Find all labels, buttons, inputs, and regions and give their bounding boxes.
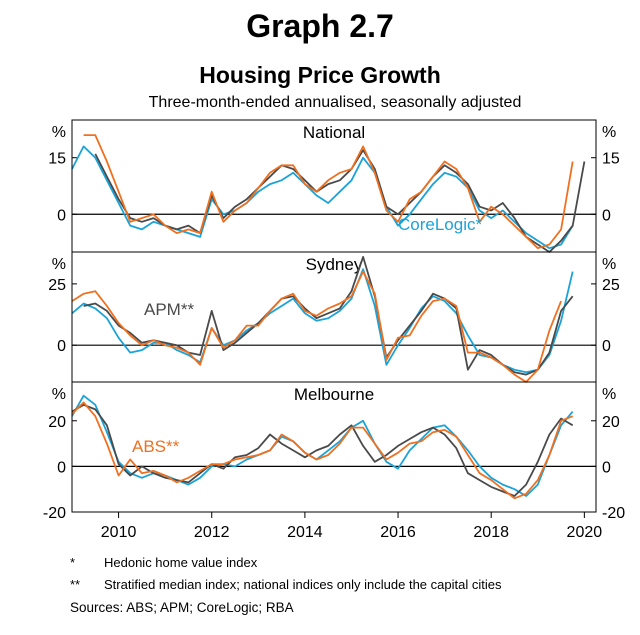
- panel-title: Sydney: [306, 255, 363, 274]
- series-label-abs: ABS**: [132, 437, 180, 456]
- y-tick-label-right: 0: [602, 338, 611, 355]
- sources-note: Sources: ABS; APM; CoreLogic; RBA: [70, 600, 294, 615]
- panel-title: Melbourne: [294, 385, 374, 404]
- footnote-mark: *: [70, 555, 76, 570]
- y-tick-label-left: -20: [43, 505, 66, 522]
- y-tick-label-right: -20: [602, 505, 625, 522]
- y-tick-label-left: 0: [57, 207, 66, 224]
- chart-title: Housing Price Growth: [199, 62, 441, 88]
- series-line-corelogic: [71, 145, 574, 250]
- y-tick-label-left: 20: [48, 414, 66, 431]
- x-tick-label: 2012: [194, 524, 230, 541]
- unit-label-right: %: [602, 256, 616, 273]
- y-tick-label-right: 15: [602, 151, 620, 168]
- chart-subtitle: Three-month-ended annualised, seasonally…: [148, 94, 522, 111]
- graph-label: Graph 2.7: [246, 8, 394, 44]
- series-label-corelogic: CoreLogic*: [398, 215, 482, 234]
- plot-frame: [71, 119, 597, 513]
- chart-area: 15 15 0 0% % National CoreLogic* 25 25 0 0% % Sydney…: [43, 119, 625, 541]
- unit-label-right: %: [602, 386, 616, 403]
- footnote-text: Stratified median index; national indice…: [104, 577, 502, 592]
- series-line-abs: [71, 401, 574, 500]
- footnote-text: Hedonic home value index: [104, 555, 258, 570]
- footnote-2: ** Stratified median index; national indi…: [70, 577, 501, 592]
- x-tick-label: 2010: [101, 524, 137, 541]
- y-tick-label-left: 25: [48, 277, 66, 294]
- y-tick-label-right: 25: [602, 277, 620, 294]
- y-tick-label-left: 0: [57, 338, 66, 355]
- x-tick-label: 2020: [567, 524, 603, 541]
- series-label-apm: APM**: [144, 300, 194, 319]
- series-line-apm: [83, 255, 574, 376]
- series-line-apm: [71, 403, 574, 497]
- unit-label-left: %: [52, 386, 66, 403]
- panel-title: National: [303, 123, 365, 142]
- series-line-corelogic: [71, 268, 574, 374]
- y-tick-label-left: 0: [57, 459, 66, 476]
- y-tick-label-right: 20: [602, 414, 620, 431]
- footnote-1: * Hedonic home value index: [70, 555, 257, 570]
- series-line-apm: [94, 149, 586, 253]
- x-tick-label: 2014: [287, 524, 323, 541]
- y-tick-label-right: 0: [602, 459, 611, 476]
- x-tick-label: 2018: [473, 524, 509, 541]
- unit-label-right: %: [602, 124, 616, 141]
- series-line-abs: [71, 270, 562, 383]
- unit-label-left: %: [52, 124, 66, 141]
- x-tick-label: 2016: [380, 524, 416, 541]
- y-tick-label-left: 15: [48, 151, 66, 168]
- footnote-mark: **: [70, 577, 81, 592]
- y-tick-label-right: 0: [602, 207, 611, 224]
- series-line-abs: [83, 134, 574, 250]
- unit-label-left: %: [52, 256, 66, 273]
